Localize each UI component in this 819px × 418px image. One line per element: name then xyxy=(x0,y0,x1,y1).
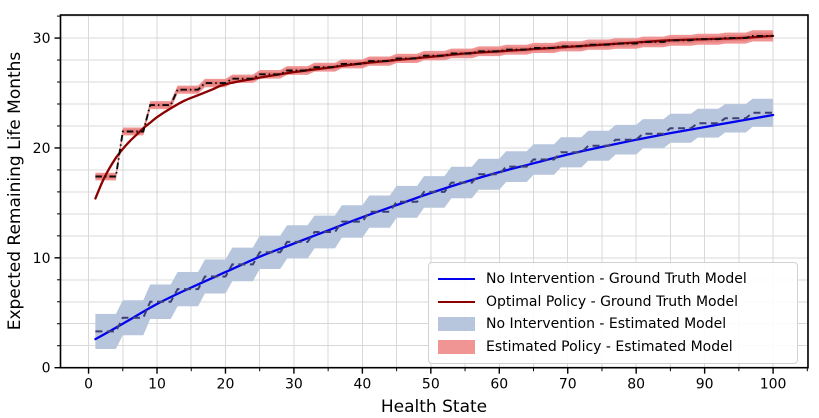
legend-entry-optimal-policy-truth: Optimal Policy - Ground Truth Model xyxy=(438,291,793,313)
legend-label: Optimal Policy - Ground Truth Model xyxy=(486,293,738,310)
x-tick-label: 80 xyxy=(627,377,645,393)
plot-border xyxy=(59,14,809,369)
legend: No Intervention - Ground Truth Model Opt… xyxy=(428,262,798,364)
x-tick-label: 50 xyxy=(422,377,440,393)
no-intervention-estimated-mean-line xyxy=(95,111,774,333)
x-tick-label: 100 xyxy=(760,377,787,393)
y-tick-label: 10 xyxy=(33,251,51,267)
legend-label: No Intervention - Ground Truth Model xyxy=(486,271,747,288)
legend-line-sample-blue xyxy=(438,278,475,281)
legend-patch-sample-lightblue xyxy=(438,317,475,332)
x-tick-label: 70 xyxy=(559,377,577,393)
x-tick-label: 0 xyxy=(84,377,93,393)
legend-label: No Intervention - Estimated Model xyxy=(486,316,727,333)
x-tick-label: 20 xyxy=(217,377,235,393)
no-intervention-ground-truth-line xyxy=(94,113,775,341)
y-tick-label: 0 xyxy=(42,361,51,377)
estimated-policy-estimated-band xyxy=(95,32,774,179)
y-tick-label: 30 xyxy=(33,31,51,47)
estimated-policy-estimated-band xyxy=(95,30,774,181)
y-axis-label: Expected Remaining Life Months xyxy=(5,51,25,331)
legend-label: Estimated Policy - Estimated Model xyxy=(486,338,733,355)
legend-patch-sample-lightred xyxy=(438,339,475,354)
estimated-policy-estimated-mean-line xyxy=(95,34,774,178)
x-tick-label: 60 xyxy=(490,377,508,393)
x-tick-label: 30 xyxy=(285,377,303,393)
x-tick-label: 10 xyxy=(148,377,166,393)
x-tick-label: 40 xyxy=(353,377,371,393)
legend-line-sample-darkred xyxy=(438,300,475,303)
legend-entry-no-intervention-truth: No Intervention - Ground Truth Model xyxy=(438,268,793,290)
optimal-policy-ground-truth-line xyxy=(94,34,775,200)
x-tick-label: 90 xyxy=(696,377,714,393)
legend-entry-no-intervention-estimated: No Intervention - Estimated Model xyxy=(438,313,793,335)
no-intervention-estimated-band xyxy=(95,105,774,342)
x-axis-label: Health State xyxy=(380,397,488,417)
y-tick-label: 20 xyxy=(33,141,51,157)
legend-entry-estimated-policy-estimated: Estimated Policy - Estimated Model xyxy=(438,336,793,358)
